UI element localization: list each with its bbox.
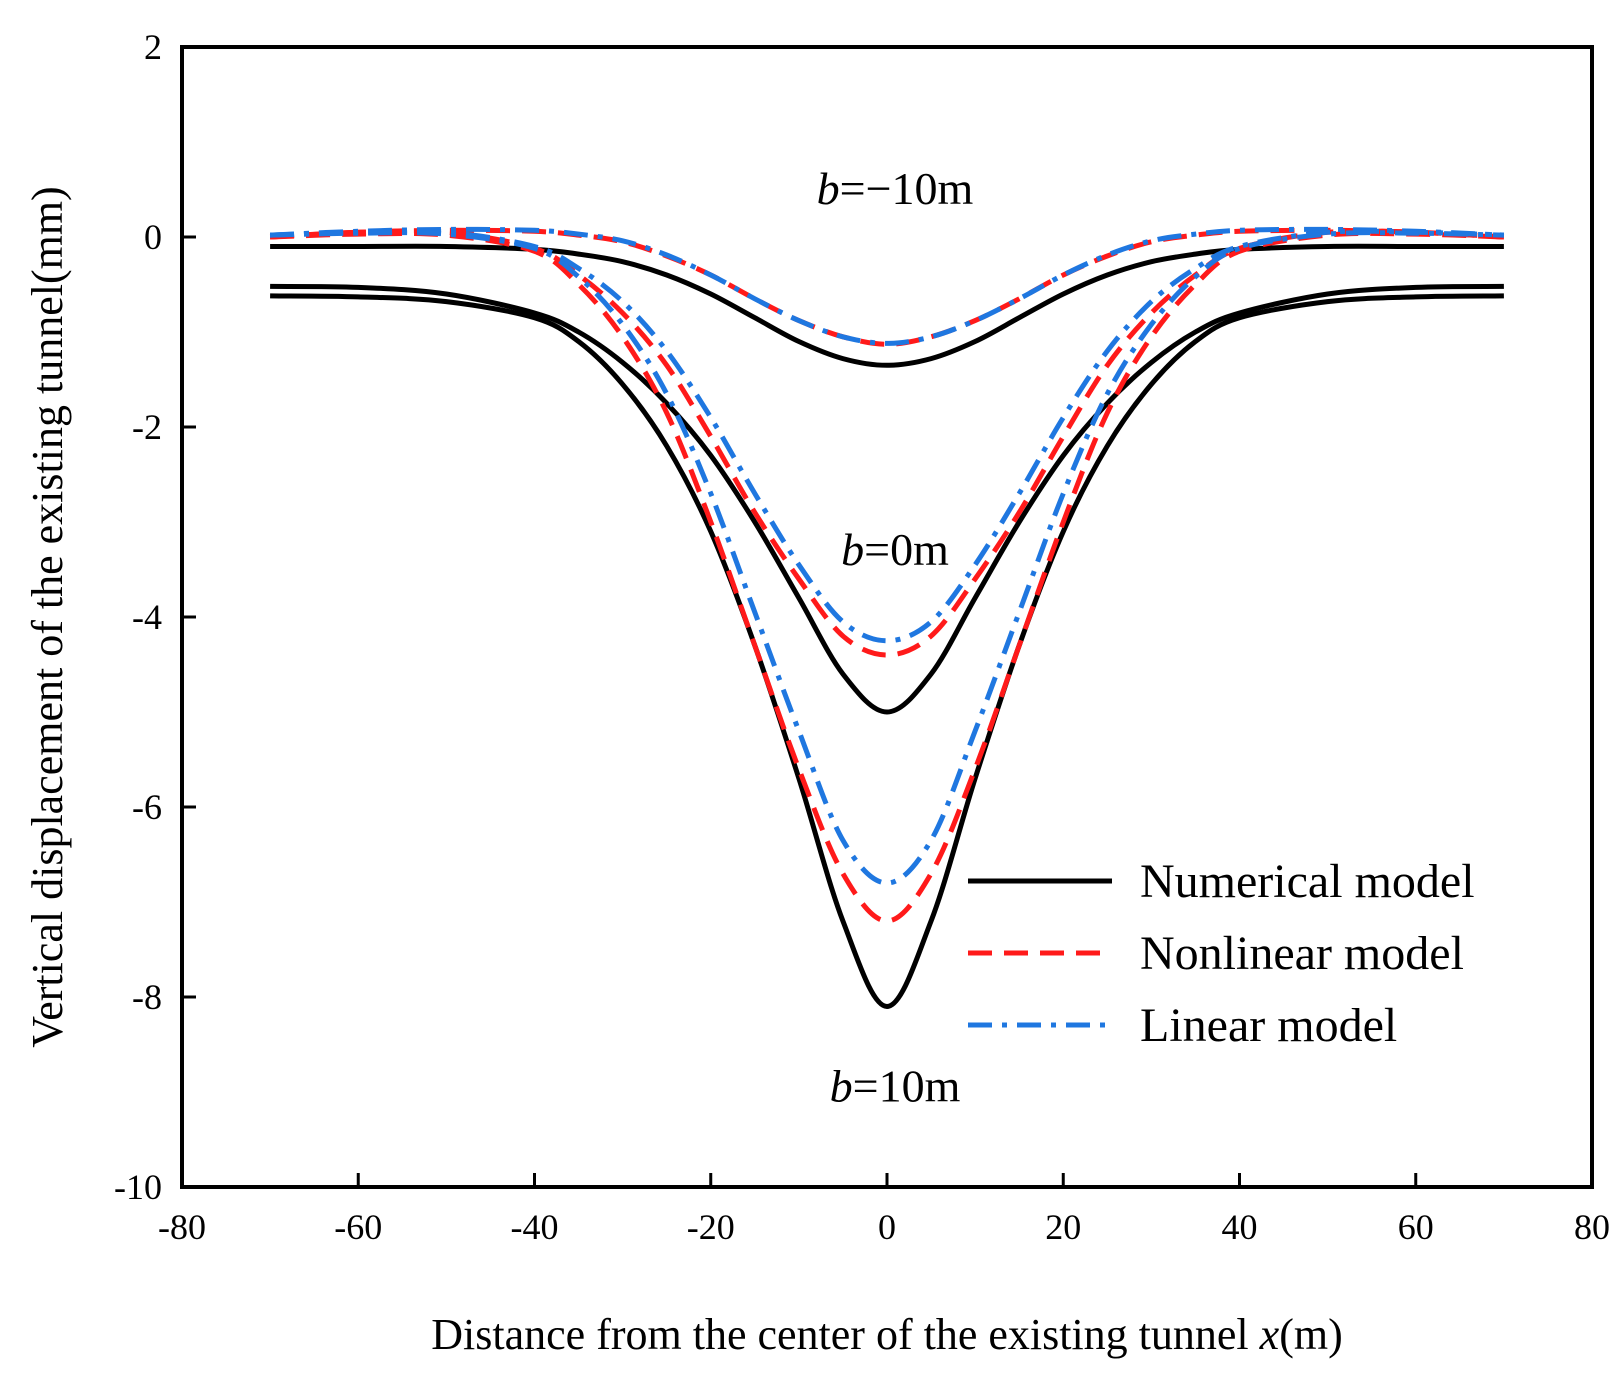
y-tick-label: -2: [132, 407, 162, 447]
legend-label: Linear model: [1140, 999, 1397, 1052]
y-tick-label: 0: [144, 217, 162, 257]
x-tick-label: -80: [158, 1207, 206, 1247]
plot-lines: [269, 226, 1505, 1009]
y-axis-title: Vertical displacement of the existing tu…: [23, 186, 72, 1047]
x-axis-title: Distance from the center of the existing…: [431, 1310, 1342, 1359]
curve-annotation: b=0m: [841, 524, 949, 575]
series-line-numerical-model: [270, 283, 1504, 715]
x-tick-label: -20: [687, 1207, 735, 1247]
curve-annotation: b=−10m: [817, 163, 974, 214]
series-line-linear-model: [270, 230, 1504, 886]
x-tick-label: -40: [511, 1207, 559, 1247]
series-line-linear-model: [269, 226, 1505, 346]
annotations: b=−10m b=0m b=10m: [817, 163, 974, 1112]
x-tick-label: -60: [334, 1207, 382, 1247]
series-line-numerical-model: [270, 293, 1504, 1009]
curve-annotation: b=10m: [830, 1061, 961, 1112]
y-tick-label: -8: [132, 977, 162, 1017]
legend: Numerical model Nonlinear model Linear mod…: [968, 855, 1475, 1052]
x-tick-label: 40: [1222, 1207, 1258, 1247]
legend-label: Numerical model: [1140, 855, 1475, 908]
y-tick-label: -4: [132, 597, 162, 637]
y-tick-label: -6: [132, 787, 162, 827]
y-tick-label: -10: [114, 1167, 162, 1207]
x-tick-label: 80: [1574, 1207, 1610, 1247]
x-tick-label: 60: [1398, 1207, 1434, 1247]
x-tick-label: 20: [1045, 1207, 1081, 1247]
series-line-linear-model: [270, 228, 1504, 644]
x-tick-label: 0: [878, 1207, 896, 1247]
series-line-numerical-model: [270, 243, 1504, 368]
legend-label: Nonlinear model: [1140, 927, 1464, 980]
series-line-nonlinear-model: [270, 230, 1504, 924]
y-tick-label: 2: [144, 27, 162, 67]
